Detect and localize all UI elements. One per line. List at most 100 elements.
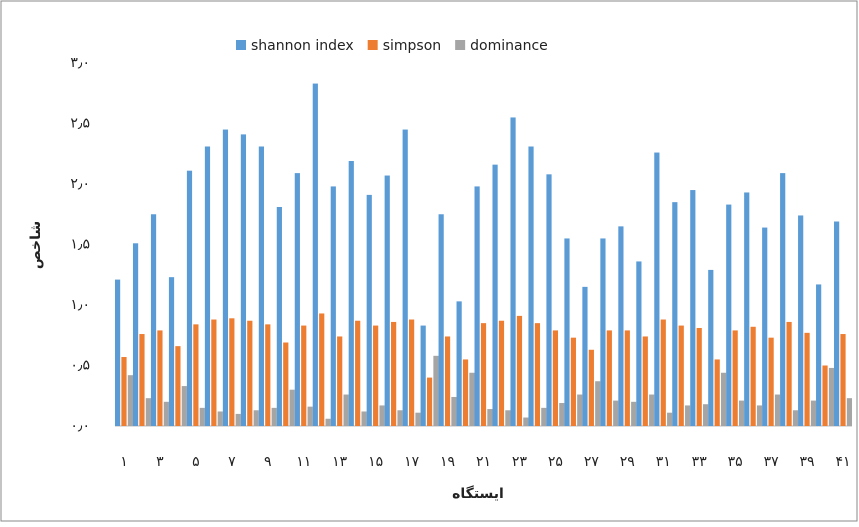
bar [402,129,408,427]
x-tick-label: ۲۹ [620,454,635,470]
x-tick-label: ۱۱ [296,454,311,470]
bar [798,215,804,426]
x-tick-label: ۱ [120,454,128,470]
x-tick-label: ۱۹ [440,454,455,470]
x-tick-label: ۲۳ [512,454,528,470]
bar [469,372,475,426]
bar [685,405,691,426]
x-tick-label: ۵ [192,454,200,470]
bar [343,394,349,426]
x-tick-label: ۳۷ [764,454,780,470]
bar [163,401,169,426]
bar [816,284,822,426]
bar [703,404,709,426]
bar [762,227,768,426]
bar [391,321,397,426]
legend-swatch [455,40,466,50]
bar [312,83,318,426]
bar [258,146,264,427]
bar [577,394,583,426]
bar [505,410,511,426]
bar [564,238,570,426]
bar [732,330,738,426]
bar [696,327,702,426]
bar [139,334,145,426]
bar [510,117,516,426]
bar [667,412,673,426]
bar [600,238,606,426]
legend-label: simpson [383,38,441,54]
bar [606,330,612,426]
bar [559,403,565,426]
x-tick-label: ۹ [264,454,272,470]
bar [337,336,343,426]
bar [462,359,469,426]
bar [786,321,792,426]
bar [541,407,547,426]
bar [433,355,439,426]
bar [168,277,175,426]
bar [265,324,271,426]
bar [276,206,282,426]
x-tick-label: ۱۷ [404,454,420,470]
bar [229,318,235,426]
bar [408,319,415,426]
y-tick-label: ۲٫۵ [70,116,90,132]
legend-label: shannon index [251,38,354,54]
bar [145,398,151,426]
bar [624,330,630,426]
bar [361,411,367,426]
bar [582,286,588,426]
bar [523,417,529,426]
bar [451,396,457,426]
x-tick-label: ۳۱ [656,454,671,470]
bar [678,325,684,426]
x-tick-label: ۲۱ [476,454,491,470]
x-tick-label: ۱۵ [368,454,383,470]
bar [756,405,763,426]
bar [150,214,157,426]
bar [379,405,385,426]
bar [768,337,774,426]
bar [618,226,624,426]
bar [672,202,678,426]
bar [642,336,648,426]
bar [294,173,300,426]
x-tick-label: ۷ [228,454,236,470]
bar [498,320,505,426]
bar [319,313,325,426]
bar [846,398,853,426]
bar [271,407,277,426]
bar [810,400,817,426]
y-tick-label: ۱٫۵ [70,237,90,253]
bar [546,174,552,426]
bar [834,221,840,426]
bar [199,407,205,426]
legend-label: dominance [470,38,548,54]
bar [738,400,745,426]
bar [480,323,487,426]
bar [240,134,247,426]
x-axis-title: ایستگاه [452,485,504,502]
bar [247,320,253,426]
bar [384,175,390,426]
bar [487,409,493,426]
bar [348,161,354,426]
bar [420,325,426,426]
bar [804,332,810,426]
y-tick-label: ۲٫۰ [70,176,90,192]
legend-swatch [236,40,246,50]
bar [654,152,660,427]
bar [444,336,451,426]
bar [127,375,133,426]
bar [211,319,217,426]
bar [840,334,846,426]
bar [325,418,331,426]
x-tick-label: ۳ [156,454,164,470]
bar [330,186,336,426]
bar [613,400,619,426]
bar [631,401,637,426]
bar [780,173,786,426]
bar [253,410,259,426]
